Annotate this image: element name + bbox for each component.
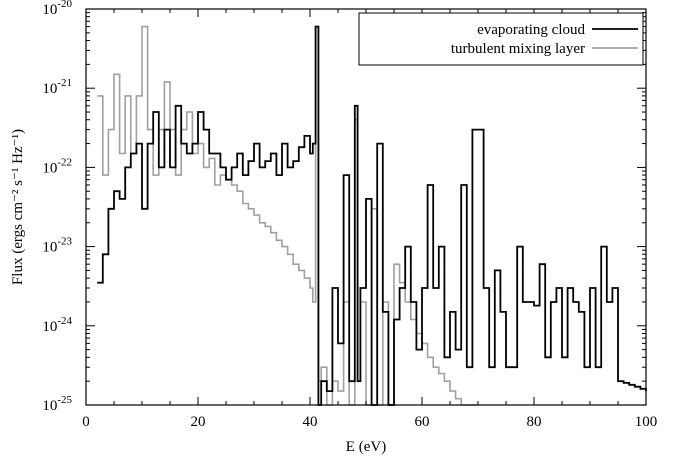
x-tick-label: 40 — [303, 414, 318, 430]
legend-box — [358, 12, 644, 66]
y-tick-label: 10-21 — [42, 77, 72, 97]
y-tick-label: 10-24 — [42, 315, 72, 335]
x-tick-label: 80 — [527, 414, 542, 430]
legend-label-1: turbulent mixing layer — [451, 41, 585, 57]
legend-label-0: evaporating cloud — [477, 22, 585, 38]
y-tick-label: 10-25 — [42, 394, 72, 414]
y-tick-label: 10-22 — [42, 156, 72, 176]
x-tick-label: 100 — [635, 414, 658, 430]
x-tick-label: 20 — [191, 414, 206, 430]
legend: evaporating cloud turbulent mixing layer — [358, 12, 644, 66]
series-line-1 — [97, 25, 478, 406]
ticks-layer: 0 20 40 60 80 100 10-25 10-24 10-23 10-22 10-21 10-… — [42, 0, 657, 430]
x-tick-label: 60 — [415, 414, 430, 430]
series-layer — [97, 25, 647, 406]
x-axis-label: E (eV) — [346, 439, 386, 455]
series-line-0 — [97, 25, 647, 406]
x-tick-label: 0 — [82, 414, 90, 430]
y-tick-label: 10-23 — [42, 236, 72, 256]
y-tick-label: 10-20 — [42, 0, 72, 18]
y-axis-label: Flux (ergs cm⁻² s⁻¹ Hz⁻¹) — [10, 129, 26, 285]
